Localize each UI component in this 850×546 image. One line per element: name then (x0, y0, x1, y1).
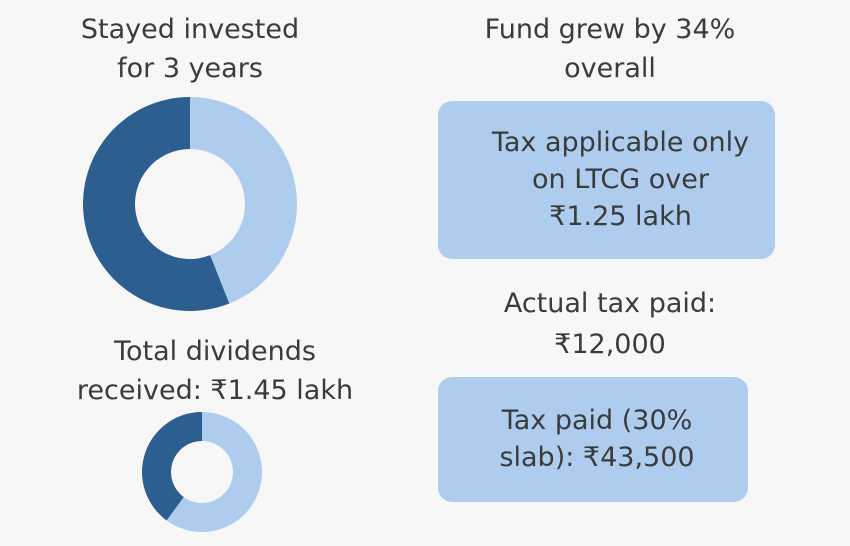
fund-growth-label: Fund grew by 34% overall (440, 10, 780, 88)
slab-tax-line2: slab): ₹43,500 (499, 442, 695, 473)
investment-duration-donut (83, 97, 297, 311)
total-dividends-label: Total dividends received: ₹1.45 lakh (40, 332, 390, 410)
ltcg-tax-line2: on LTCG over (531, 164, 710, 195)
dividends-donut (141, 412, 262, 532)
stayed-invested-line2: for 3 years (117, 53, 263, 84)
actual-tax-label: Actual tax paid: ₹12,000 (440, 284, 780, 364)
ltcg-tax-line3: ₹1.25 lakh (549, 201, 692, 232)
actual-tax-line1: Actual tax paid: (503, 288, 717, 319)
stayed-invested-line1: Stayed invested (80, 14, 300, 45)
slab-tax-line1: Tax paid (30% (501, 405, 693, 436)
stayed-invested-label: Stayed invested for 3 years (40, 10, 340, 88)
ltcg-tax-card (438, 101, 775, 259)
slab-tax-card (438, 377, 748, 502)
donut-primary-segment (141, 412, 202, 521)
fund-growth-line2: overall (564, 53, 656, 84)
slab-tax-card-text: Tax paid (30% slab): ₹43,500 (438, 402, 748, 476)
ltcg-tax-card-text: Tax applicable only on LTCG over ₹1.25 l… (438, 124, 775, 235)
total-dividends-line1: Total dividends (114, 336, 316, 367)
total-dividends-line2: received: ₹1.45 lakh (76, 375, 354, 406)
donut-primary-segment (83, 97, 230, 311)
actual-tax-line2: ₹12,000 (554, 329, 666, 360)
fund-growth-line1: Fund grew by 34% (484, 14, 736, 45)
donut-secondary-segment (190, 97, 297, 304)
donut-secondary-segment (166, 412, 262, 532)
ltcg-tax-line1: Tax applicable only (491, 127, 750, 158)
